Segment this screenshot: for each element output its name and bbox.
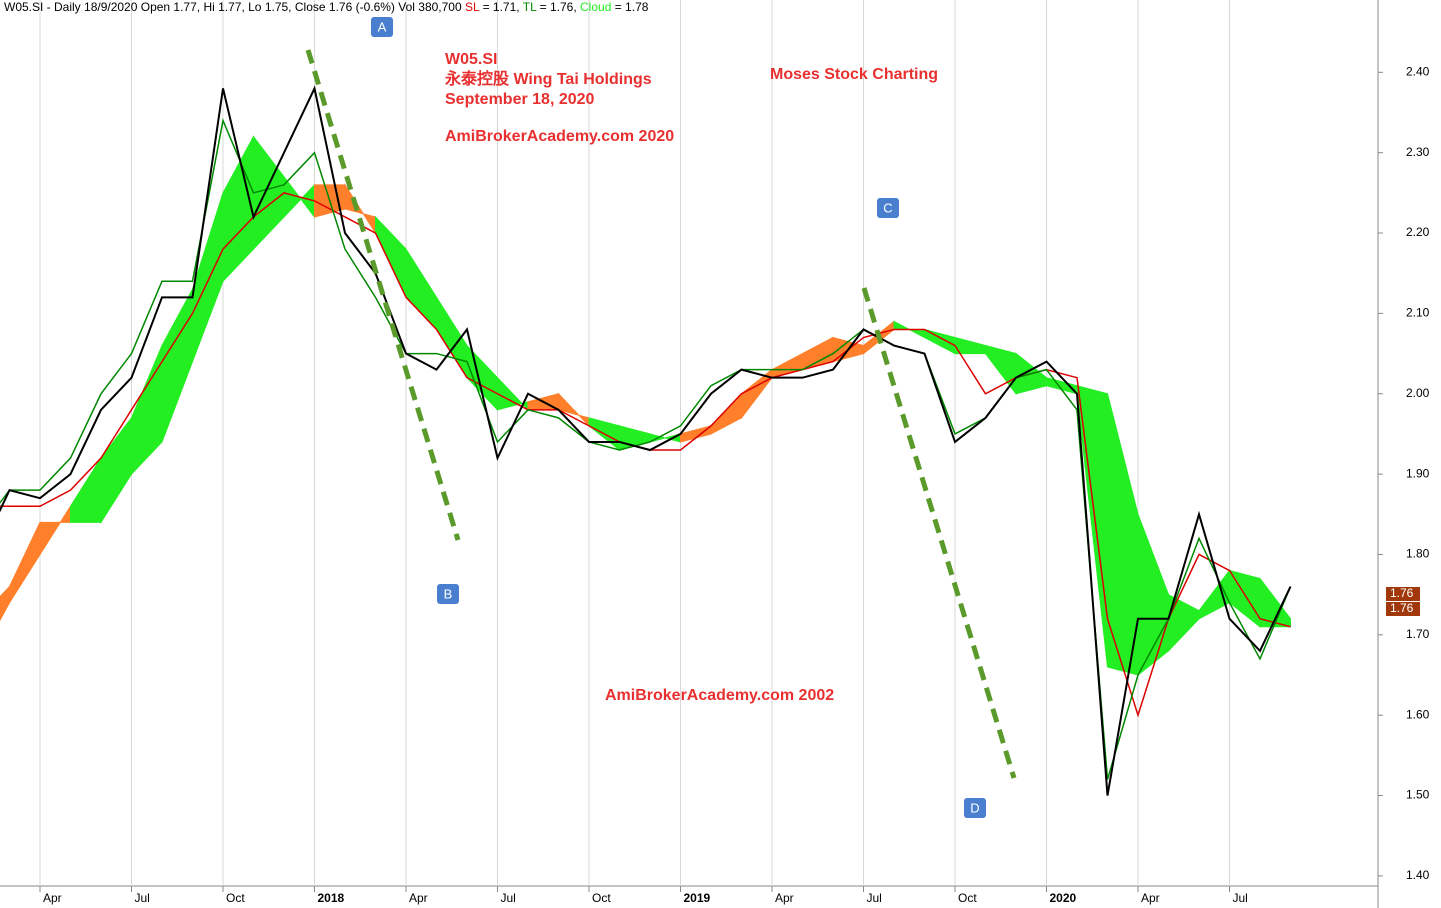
trend-line	[305, 49, 461, 541]
y-tick-label: 1.70	[1406, 627, 1430, 641]
x-tick-label: Jul	[501, 891, 516, 905]
header-tl: TL	[523, 0, 537, 14]
header-sl: SL	[465, 0, 480, 14]
x-tick-label: Oct	[592, 891, 611, 905]
annotation: W05.SI	[445, 51, 497, 68]
y-tick-label: 2.40	[1406, 64, 1430, 78]
x-tick-label: Apr	[775, 891, 794, 905]
header-text: = 1.76,	[540, 0, 577, 14]
marker-label: D	[970, 800, 979, 815]
marker-box	[877, 198, 899, 218]
header: W05.SI - Daily 18/9/2020 Open 1.77, Hi 1…	[4, 0, 649, 14]
y-tick-label: 2.20	[1406, 225, 1430, 239]
header-text: 1.76 (-0.6%) Vol 380,700	[329, 0, 462, 14]
header-text: W05.SI - Daily 18/9/2020 Open 1.77, Hi 1…	[4, 0, 292, 14]
last-value-label: 1.76	[1390, 586, 1414, 600]
x-tick-label: 2019	[684, 891, 711, 905]
annotation: 永泰控股 Wing Tai Holdings	[444, 69, 652, 88]
marker-box	[437, 584, 459, 604]
header-text: = 1.71,	[483, 0, 520, 14]
header-text: = 1.78	[615, 0, 649, 14]
y-tick-label: 2.00	[1406, 386, 1430, 400]
marker-label: B	[444, 586, 453, 601]
last-value-box	[1386, 602, 1420, 616]
y-tick-label: 1.80	[1406, 547, 1430, 561]
x-tick-label: Jul	[1233, 891, 1248, 905]
y-tick-label: 2.10	[1406, 306, 1430, 320]
marker-label: A	[378, 19, 387, 34]
marker-box	[964, 798, 986, 818]
series-line	[0, 85, 1292, 796]
x-tick-label: 2018	[318, 891, 345, 905]
header-close: Close	[295, 0, 326, 14]
x-tick-label: Oct	[226, 891, 245, 905]
x-tick-label: Jul	[867, 891, 882, 905]
marker-label: C	[883, 200, 892, 215]
x-tick-label: 2020	[1050, 891, 1077, 905]
annotation: AmiBrokerAcademy.com 2020	[445, 128, 674, 145]
y-tick-label: 1.50	[1406, 788, 1430, 802]
annotation: AmiBrokerAcademy.com 2002	[605, 687, 834, 704]
header-cloud: Cloud	[580, 0, 611, 14]
y-tick-label: 1.90	[1406, 466, 1430, 480]
annotation: September 18, 2020	[445, 91, 595, 108]
x-tick-label: Jul	[135, 891, 150, 905]
y-tick-label: 1.60	[1406, 707, 1430, 721]
trend-lines	[305, 49, 1017, 779]
trend-line	[861, 287, 1017, 779]
y-tick-label: 1.40	[1406, 868, 1430, 882]
y-tick-label: 2.30	[1406, 145, 1430, 159]
x-tick-label: Apr	[409, 891, 428, 905]
x-tick-label: Apr	[1141, 891, 1160, 905]
last-value-box	[1386, 587, 1420, 601]
marker-box	[371, 17, 393, 37]
x-tick-label: Apr	[43, 891, 62, 905]
last-value-label: 1.76	[1390, 601, 1414, 615]
x-tick-label: Oct	[958, 891, 977, 905]
annotation: Moses Stock Charting	[770, 66, 938, 83]
